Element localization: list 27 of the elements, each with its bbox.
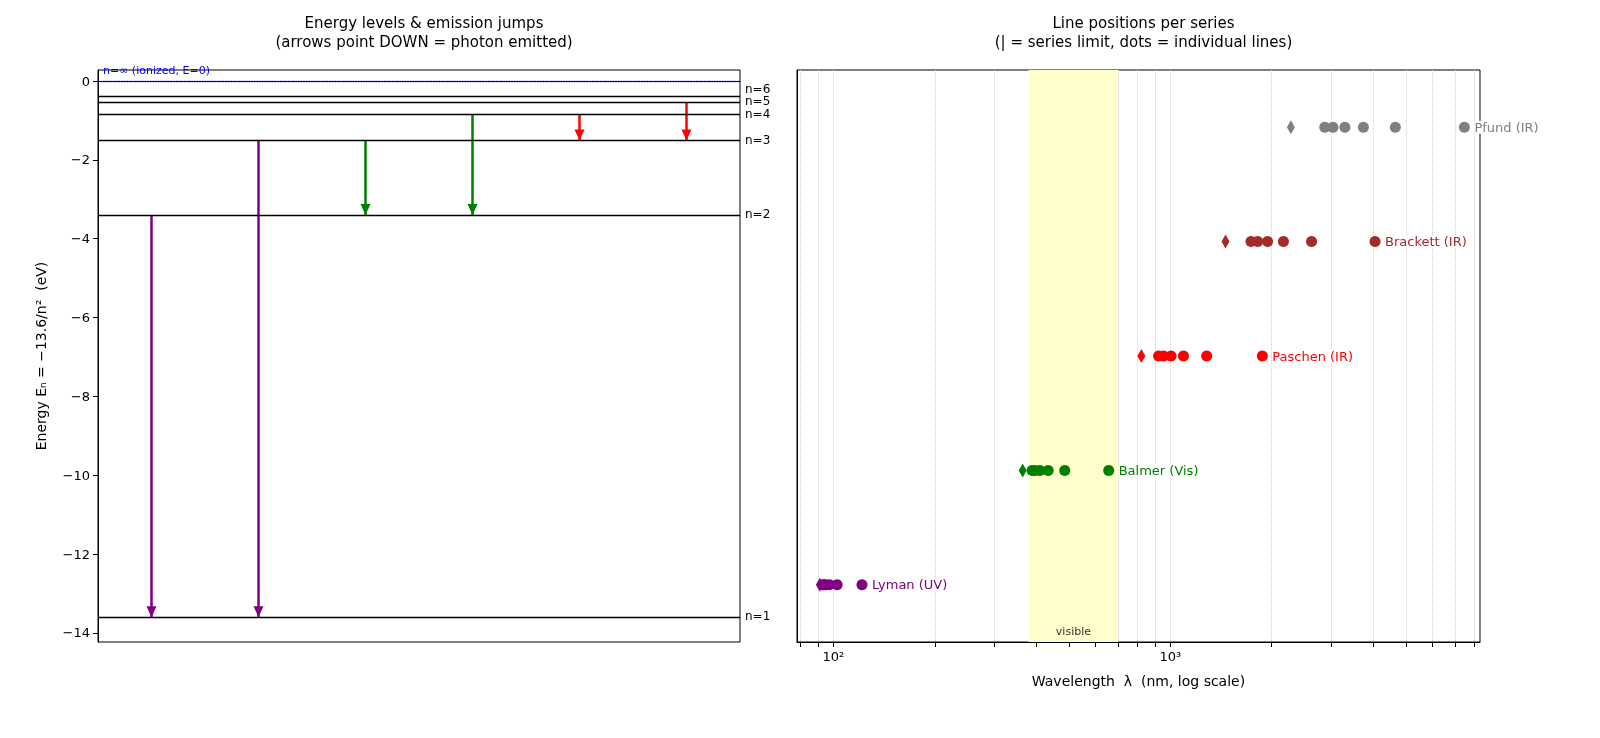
text: n=3	[745, 132, 771, 147]
annotation: Lyman (UV)	[871, 577, 948, 593]
band-label: visible	[1055, 625, 1092, 638]
y-axis-title: Energy Eₙ = −13.6/n² (eV)	[33, 261, 49, 451]
text: n=5	[745, 94, 771, 109]
y-tick-label: −10	[62, 467, 90, 483]
x-axis-title: Wavelength λ (nm, log scale)	[1031, 673, 1246, 689]
x-tick-label: 10²	[822, 649, 845, 664]
text: n=6	[745, 82, 771, 97]
y-tick-label: −6	[70, 310, 90, 326]
annotation: Brackett (IR)	[1385, 234, 1467, 250]
chart-title: Line positions per series (| = series limit, dots = individual lines)	[994, 13, 1293, 51]
y-tick-label: −2	[70, 152, 90, 168]
ref-line-label: n=∞ (ionized, E=0)	[103, 64, 210, 78]
y-tick-label: −8	[70, 388, 90, 404]
text: n=4	[745, 106, 771, 121]
y-tick-label: −14	[62, 625, 90, 641]
annotation: Balmer (Vis)	[1118, 462, 1199, 478]
chart-title: Energy levels & emission jumps (arrows point DOWN = photon emitted)	[275, 13, 573, 51]
y-tick-label: −4	[70, 231, 90, 247]
annotation: Pfund (IR)	[1474, 119, 1539, 135]
x-tick-label: 10³	[1159, 649, 1182, 664]
text: n=2	[745, 207, 771, 222]
annotation: Paschen (IR)	[1272, 348, 1354, 364]
text: n=1	[745, 609, 771, 624]
y-tick-label: 0	[81, 73, 90, 89]
y-tick-label: −12	[62, 546, 90, 562]
